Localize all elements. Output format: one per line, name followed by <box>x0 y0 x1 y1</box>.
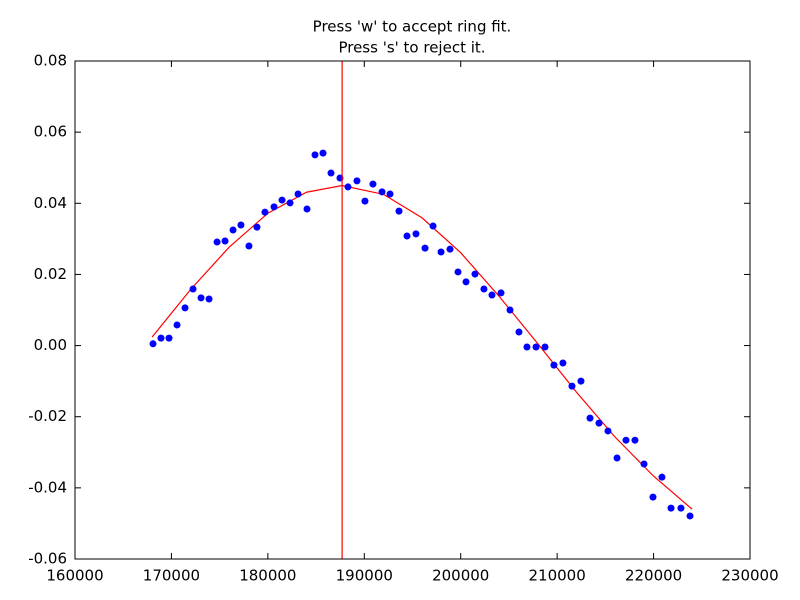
point <box>319 149 327 157</box>
point <box>261 208 269 216</box>
x-tick-label: 210000 <box>529 567 586 585</box>
point <box>480 285 488 293</box>
point <box>278 196 286 204</box>
point <box>568 382 576 390</box>
point <box>412 230 420 238</box>
point <box>506 306 514 314</box>
point <box>173 321 181 329</box>
point <box>369 180 377 188</box>
point <box>237 221 245 229</box>
point <box>667 504 675 512</box>
point <box>213 238 221 246</box>
point <box>462 278 470 286</box>
point <box>437 248 445 256</box>
point <box>421 244 429 252</box>
x-tick-label: 230000 <box>721 567 778 585</box>
point <box>541 343 549 351</box>
point <box>229 226 237 234</box>
point <box>165 334 173 342</box>
y-tick-label: 0.06 <box>34 123 67 141</box>
x-tick-label: 200000 <box>432 567 489 585</box>
point <box>677 504 685 512</box>
point <box>595 419 603 427</box>
point <box>446 245 454 253</box>
point <box>471 270 479 278</box>
point <box>303 205 311 213</box>
point <box>658 473 666 481</box>
point <box>640 460 648 468</box>
point <box>353 177 361 185</box>
point <box>181 304 189 312</box>
x-tick-label: 160000 <box>46 567 103 585</box>
chart-title: Press 'w' to accept ring fit. <box>313 18 512 36</box>
point <box>344 183 352 191</box>
point <box>253 223 261 231</box>
y-tick-label: 0.04 <box>34 194 67 212</box>
point <box>586 414 594 422</box>
point <box>604 427 612 435</box>
point <box>559 359 567 367</box>
point <box>327 169 335 177</box>
point <box>386 190 394 198</box>
x-tick-label: 170000 <box>143 567 200 585</box>
point <box>622 436 630 444</box>
point <box>221 237 229 245</box>
point <box>361 197 369 205</box>
x-tick-label: 220000 <box>625 567 682 585</box>
point <box>270 203 278 211</box>
x-tick-label: 180000 <box>239 567 296 585</box>
point <box>613 454 621 462</box>
y-tick-label: 0.08 <box>34 52 67 70</box>
point <box>205 295 213 303</box>
point <box>686 512 694 520</box>
point <box>497 289 505 297</box>
point <box>157 334 165 342</box>
y-tick-label: -0.04 <box>28 478 67 496</box>
point <box>523 343 531 351</box>
point <box>378 188 386 196</box>
point <box>550 361 558 369</box>
point <box>454 268 462 276</box>
point <box>429 222 437 230</box>
point <box>403 232 411 240</box>
y-tick-label: -0.02 <box>28 407 67 425</box>
point <box>189 285 197 293</box>
point <box>577 377 585 385</box>
point <box>515 328 523 336</box>
point <box>149 340 157 348</box>
point <box>245 242 253 250</box>
chart-title: Press 's' to reject it. <box>338 39 485 57</box>
point <box>488 291 496 299</box>
plot-frame <box>74 60 751 560</box>
y-tick-label: -0.06 <box>28 550 67 568</box>
point <box>311 151 319 159</box>
point <box>631 436 639 444</box>
point <box>286 199 294 207</box>
point <box>395 207 403 215</box>
y-tick-label: 0.00 <box>34 336 67 354</box>
point <box>532 343 540 351</box>
point <box>294 190 302 198</box>
x-tick-label: 190000 <box>336 567 393 585</box>
point <box>197 294 205 302</box>
point <box>649 493 657 501</box>
y-tick-label: 0.02 <box>34 265 67 283</box>
